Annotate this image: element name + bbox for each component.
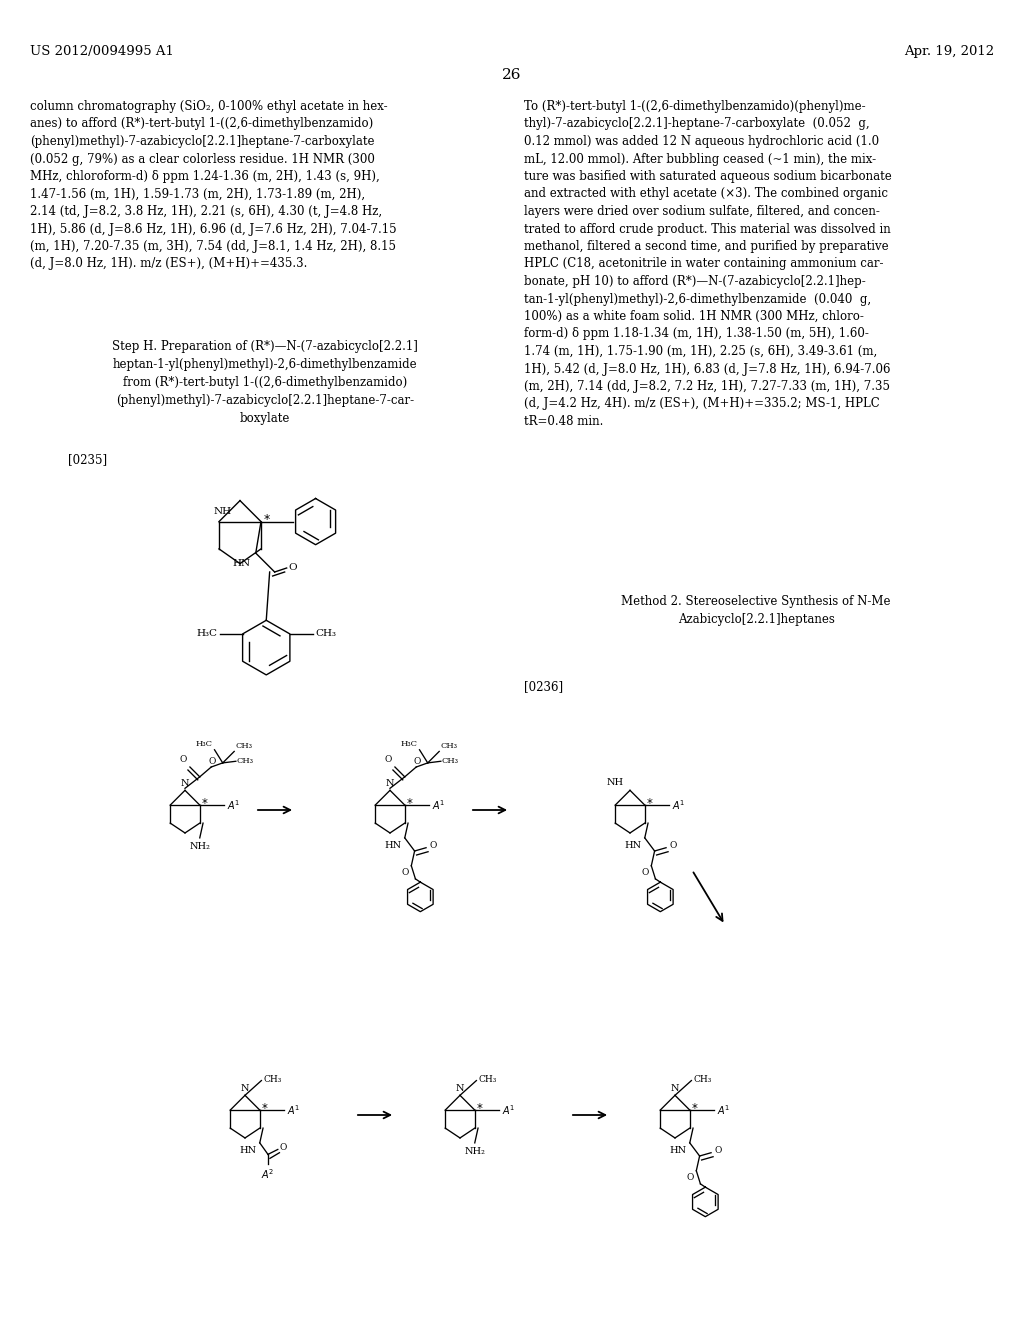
Text: O: O bbox=[280, 1143, 287, 1152]
Text: *: * bbox=[477, 1102, 482, 1114]
Text: N: N bbox=[241, 1084, 249, 1093]
Text: NH₂: NH₂ bbox=[189, 842, 210, 851]
Text: NH: NH bbox=[213, 507, 231, 516]
Text: CH₃: CH₃ bbox=[441, 758, 459, 766]
Text: O: O bbox=[179, 755, 187, 764]
Text: O: O bbox=[385, 755, 392, 764]
Text: $A^1$: $A^1$ bbox=[432, 799, 445, 812]
Text: N: N bbox=[386, 779, 394, 788]
Text: HN: HN bbox=[670, 1146, 687, 1155]
Text: *: * bbox=[262, 1102, 267, 1114]
Text: O: O bbox=[402, 867, 410, 876]
Text: To (R*)-tert-butyl 1-((2,6-dimethylbenzamido)(phenyl)me-
thyl)-7-azabicyclo[2.2.: To (R*)-tert-butyl 1-((2,6-dimethylbenza… bbox=[524, 100, 892, 428]
Text: HN: HN bbox=[240, 1146, 257, 1155]
Text: O: O bbox=[429, 841, 436, 850]
Text: O: O bbox=[289, 564, 297, 573]
Text: 26: 26 bbox=[502, 69, 522, 82]
Text: HN: HN bbox=[625, 841, 642, 850]
Text: H₃C: H₃C bbox=[197, 630, 217, 639]
Text: N: N bbox=[181, 779, 189, 788]
Text: *: * bbox=[264, 513, 270, 527]
Text: N: N bbox=[671, 1084, 679, 1093]
Text: column chromatography (SiO₂, 0-100% ethyl acetate in hex-
anes) to afford (R*)-t: column chromatography (SiO₂, 0-100% ethy… bbox=[30, 100, 396, 271]
Text: $A^1$: $A^1$ bbox=[502, 1104, 515, 1117]
Text: CH₃: CH₃ bbox=[263, 1074, 282, 1084]
Text: O: O bbox=[414, 756, 421, 766]
Text: $A^2$: $A^2$ bbox=[261, 1167, 274, 1181]
Text: O: O bbox=[209, 756, 216, 766]
Text: HN: HN bbox=[232, 560, 251, 568]
Text: [0235]: [0235] bbox=[68, 453, 108, 466]
Text: $A^1$: $A^1$ bbox=[227, 799, 241, 812]
Text: Apr. 19, 2012: Apr. 19, 2012 bbox=[904, 45, 994, 58]
Text: *: * bbox=[647, 796, 652, 809]
Text: H₃C: H₃C bbox=[196, 741, 213, 748]
Text: *: * bbox=[202, 796, 208, 809]
Text: CH₃: CH₃ bbox=[236, 742, 252, 750]
Text: $A^1$: $A^1$ bbox=[287, 1104, 301, 1117]
Text: NH: NH bbox=[607, 779, 624, 787]
Text: $A^1$: $A^1$ bbox=[717, 1104, 730, 1117]
Text: CH₃: CH₃ bbox=[478, 1074, 497, 1084]
Text: *: * bbox=[692, 1102, 697, 1114]
Text: Step H. Preparation of (R*)—N-(7-azabicyclo[2.2.1]
heptan-1-yl(phenyl)methyl)-2,: Step H. Preparation of (R*)—N-(7-azabicy… bbox=[112, 341, 418, 425]
Text: O: O bbox=[642, 867, 649, 876]
Text: CH₃: CH₃ bbox=[315, 630, 336, 639]
Text: N: N bbox=[456, 1084, 464, 1093]
Text: US 2012/0094995 A1: US 2012/0094995 A1 bbox=[30, 45, 174, 58]
Text: HN: HN bbox=[385, 841, 401, 850]
Text: CH₃: CH₃ bbox=[693, 1074, 712, 1084]
Text: [0236]: [0236] bbox=[524, 680, 563, 693]
Text: CH₃: CH₃ bbox=[237, 758, 254, 766]
Text: Method 2. Stereoselective Synthesis of N-Me
Azabicyclo[2.2.1]heptanes: Method 2. Stereoselective Synthesis of N… bbox=[622, 595, 891, 626]
Text: NH₂: NH₂ bbox=[464, 1147, 485, 1156]
Text: H₃C: H₃C bbox=[400, 741, 418, 748]
Text: $A^1$: $A^1$ bbox=[672, 799, 685, 812]
Text: O: O bbox=[714, 1146, 722, 1155]
Text: CH₃: CH₃ bbox=[440, 742, 457, 750]
Text: O: O bbox=[687, 1172, 694, 1181]
Text: *: * bbox=[407, 796, 413, 809]
Text: O: O bbox=[669, 841, 677, 850]
